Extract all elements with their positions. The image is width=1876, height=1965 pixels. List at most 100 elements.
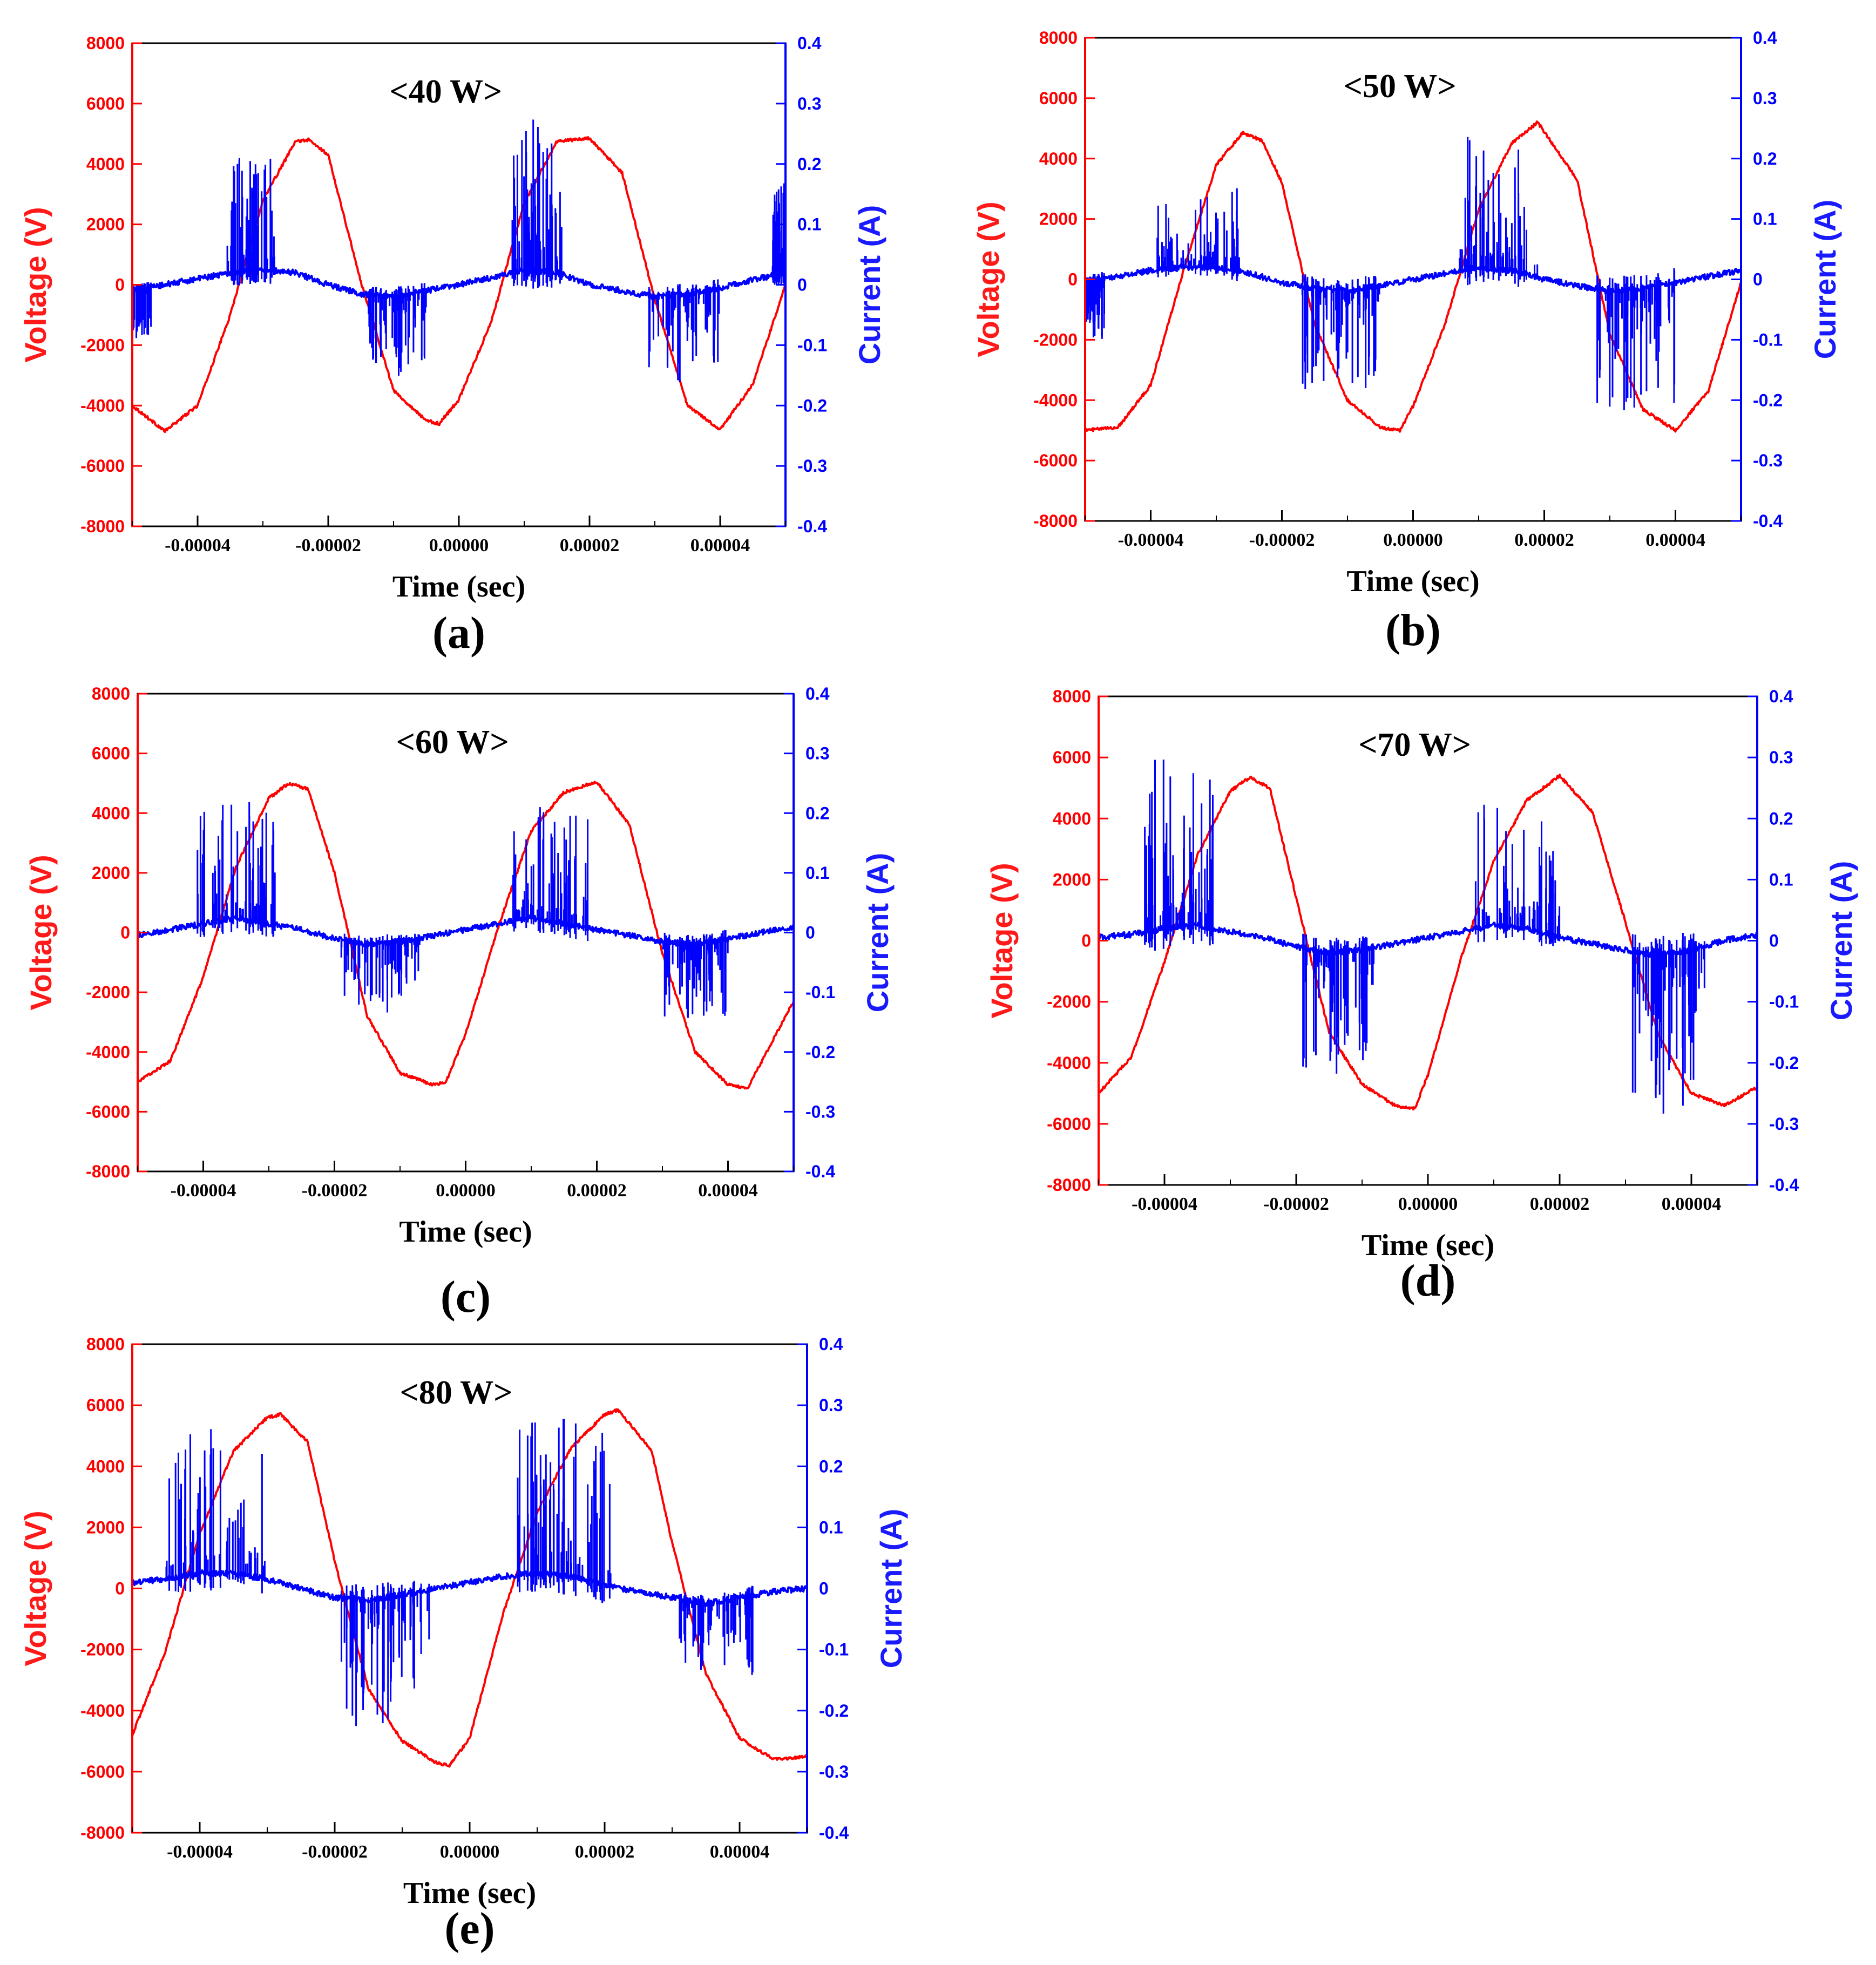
panel-label: (d) [1400,1256,1456,1306]
y-right-tick-label: -0.2 [1769,1053,1799,1073]
y-left-tick-label: -2000 [80,1640,125,1659]
plot-area [1085,120,1741,433]
y-right-axis-title: Current (A) [874,1509,908,1669]
y-left-tick-label: 8000 [1039,28,1078,48]
x-tick-label: 0.00004 [698,1181,758,1201]
panel-label: (a) [432,608,485,658]
y-left-tick-label: -2000 [1047,992,1091,1012]
current-spike-marks [197,802,276,937]
y-left-tick-label: -6000 [1033,451,1078,470]
x-tick-label: 0.00000 [436,1181,496,1201]
current-spike-burst-1 [1156,188,1240,281]
y-right-tick-label: -0.3 [797,456,827,476]
panel-label: (e) [444,1903,495,1954]
y-right-tick-label: 0 [819,1579,829,1598]
x-tick-label: -0.00004 [1132,1194,1197,1214]
y-left-tick-label: 8000 [86,33,125,53]
y-right-tick-label: 0.1 [805,863,829,883]
current-spike-marks [132,282,152,338]
voltage-series-line [1085,120,1741,433]
y-left-tick-label: 4000 [1053,809,1091,828]
y-left-tick-label: -6000 [86,1102,130,1121]
x-axis-title: Time (sec) [403,1876,536,1910]
x-tick-label: 0.00000 [440,1842,500,1862]
x-tick-label: -0.00002 [1249,530,1315,550]
current-spike-burst-3 [1459,137,1539,287]
y-left-tick-label: 8000 [86,1334,125,1354]
y-left-tick-label: 4000 [86,1456,125,1476]
y-right-tick-label: 0.4 [1769,687,1793,706]
voltage-series-line [138,781,794,1090]
y-right-tick-label: 0 [797,275,807,295]
current-spike-burst-2 [1302,933,1375,1074]
x-tick-label: 0.00004 [710,1842,770,1862]
y-left-tick-label: -8000 [86,1162,130,1181]
current-spike-marks [517,1419,612,1603]
chart-panel-5: -0.00004 -0.00002 0.00000 0.00002 0.00004 -80… [18,1334,908,1954]
y-right-tick-label: -0.3 [1769,1114,1799,1134]
y-right-tick-label: 0.4 [819,1334,843,1354]
y-right-tick-label: -0.1 [1753,330,1783,349]
y-right-tick-label: 0.3 [1769,748,1793,767]
current-spike-marks [1596,268,1676,410]
current-spike-marks [1156,188,1240,281]
y-right-tick-label: 0.3 [1753,89,1777,108]
panel-title: <50 W> [1344,68,1457,105]
y-left-axis-title: Voltage (V) [18,1510,52,1666]
plot-frame [131,1343,808,1834]
current-spike-burst-4 [1631,933,1705,1114]
y-right-axis-title: Current (A) [1824,861,1858,1021]
x-tick-label: -0.00002 [302,1842,368,1862]
x-tick-label: 0.00000 [1398,1194,1458,1214]
y-right-tick-label: 0.2 [1769,809,1793,828]
y-right-tick-label: -0.2 [1753,390,1783,410]
x-tick-label: 0.00004 [1662,1194,1722,1214]
y-left-tick-label: 0 [1081,931,1091,951]
y-left-tick-label: 6000 [92,744,130,763]
y-left-tick-label: -8000 [1047,1175,1091,1195]
chart-panel-4: -0.00004 -0.00002 0.00000 0.00002 0.00004 -80… [985,687,1858,1306]
current-spike-burst-2 [368,283,427,376]
y-right-tick-label: -0.1 [819,1640,849,1659]
y-right-tick-label: 0.1 [1769,870,1793,889]
plot-frame [1098,695,1758,1186]
y-right-tick-label: 0.4 [797,33,822,53]
x-tick-label: -0.00002 [302,1181,368,1201]
y-right-tick-label: 0.1 [797,215,821,234]
current-spike-marks [341,1581,430,1726]
y-right-tick-label: -0.4 [797,517,827,536]
plot-frame [137,693,795,1173]
y-left-tick-label: -4000 [80,396,125,415]
current-spike-burst-1 [226,158,275,286]
x-tick-label: 0.00002 [567,1181,627,1201]
y-left-tick-label: 0 [120,923,130,943]
y-right-tick-label: 0.2 [1753,149,1777,168]
current-spike-marks [340,933,421,1013]
y-right-tick-label: -0.2 [805,1042,835,1062]
y-right-tick-label: 0.1 [1753,209,1777,229]
y-left-tick-label: 2000 [92,863,130,883]
x-tick-label: -0.00002 [295,536,361,555]
y-left-tick-label: 8000 [92,684,130,703]
current-spike-burst-5 [1085,272,1105,339]
current-spike-burst-5 [132,282,152,338]
y-left-tick-label: 2000 [1039,209,1078,229]
x-tick-label: -0.00004 [1118,530,1184,550]
current-spike-marks [226,158,275,286]
x-tick-label: -0.00004 [167,1842,233,1862]
y-left-tick-label: 6000 [1039,89,1078,108]
y-right-tick-label: 0.3 [805,744,829,763]
current-spike-marks [1459,137,1539,287]
y-left-tick-label: 4000 [1039,149,1078,168]
y-left-tick-label: -8000 [1033,511,1078,531]
y-left-tick-label: -4000 [1033,390,1078,410]
y-left-tick-label: 6000 [86,94,125,113]
y-right-tick-label: 0 [805,923,815,943]
y-right-tick-label: -0.4 [819,1823,849,1842]
x-tick-label: 0.00002 [1530,1194,1590,1214]
current-spike-marks [511,119,563,289]
panel-title: <60 W> [396,724,509,761]
y-left-axis-title: Voltage (V) [24,855,58,1010]
y-right-tick-label: 0.1 [819,1517,843,1537]
current-spike-burst-6 [771,183,785,285]
